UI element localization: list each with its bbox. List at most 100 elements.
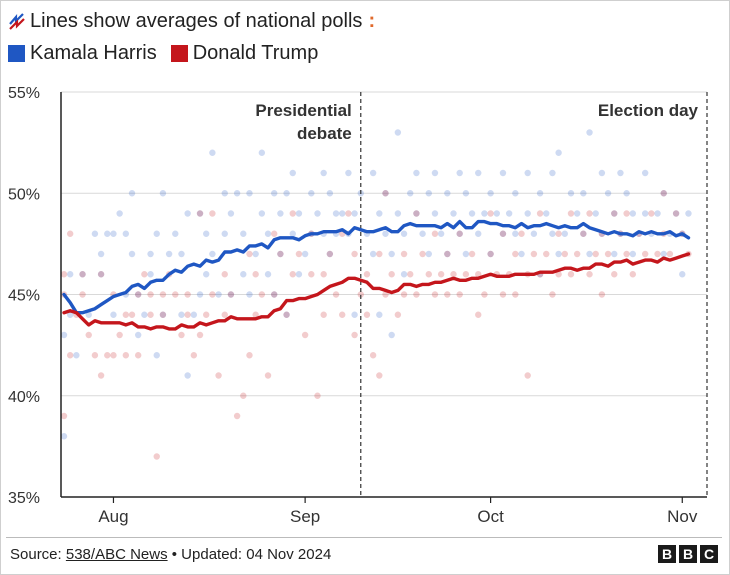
poll-dot	[654, 210, 661, 217]
y-tick-label: 55%	[8, 85, 40, 102]
poll-dot	[91, 352, 99, 359]
poll-dot	[258, 210, 266, 217]
poll-dot	[487, 210, 494, 217]
poll-dot	[141, 311, 148, 318]
poll-dot	[110, 352, 117, 359]
poll-dot	[481, 291, 488, 298]
poll-dot	[289, 169, 296, 177]
poll-dot	[573, 250, 581, 258]
poll-dot	[623, 250, 630, 258]
poll-dot	[660, 190, 667, 197]
poll-dot	[400, 291, 408, 298]
poll-dot	[437, 230, 445, 237]
poll-dot	[666, 250, 674, 258]
poll-dot	[444, 250, 451, 258]
poll-dot	[462, 190, 470, 197]
poll-dot	[339, 311, 346, 318]
poll-dot	[555, 250, 562, 258]
poll-dot	[611, 210, 618, 217]
poll-dot	[60, 331, 68, 339]
poll-dot	[110, 230, 117, 237]
poll-dot	[376, 311, 383, 318]
poll-dot	[413, 210, 420, 217]
poll-dot	[289, 230, 296, 237]
poll-dot	[79, 291, 86, 298]
poll-dot	[388, 331, 395, 339]
poll-dot	[277, 210, 284, 217]
poll-dot	[456, 230, 463, 237]
poll-dot	[97, 271, 105, 278]
poll-dot	[73, 352, 80, 359]
poll-dot	[271, 291, 278, 298]
poll-dot	[555, 271, 562, 278]
x-tick-label: Aug	[98, 507, 128, 526]
poll-dot	[339, 210, 346, 217]
poll-dot	[184, 291, 191, 298]
poll-dot	[184, 311, 191, 318]
poll-dot	[462, 250, 470, 258]
poll-dot	[382, 190, 389, 197]
poll-dot	[567, 210, 575, 217]
poll-dot	[648, 210, 655, 217]
poll-dot	[153, 352, 160, 359]
poll-dot	[308, 271, 315, 278]
y-tick-label: 45%	[8, 288, 40, 305]
legend: Kamala Harris Donald Trump	[8, 38, 375, 68]
colon-icon[interactable]: :	[368, 9, 376, 32]
poll-dot	[97, 250, 105, 258]
poll-dot	[660, 250, 667, 258]
poll-dot	[196, 210, 204, 217]
poll-dot	[289, 271, 296, 278]
poll-dot	[431, 169, 439, 177]
poll-dot	[128, 190, 136, 197]
poll-dot	[66, 352, 74, 359]
poll-dot	[524, 210, 531, 217]
poll-dot	[203, 271, 210, 278]
poll-dot	[617, 169, 624, 177]
poll-dot	[351, 250, 358, 258]
poll-dot	[159, 311, 167, 318]
poll-dot	[660, 190, 667, 197]
poll-dot	[623, 210, 630, 217]
poll-dot	[363, 311, 371, 318]
poll-dot	[240, 392, 247, 399]
bbc-logo-letter: C	[700, 545, 718, 563]
poll-dot	[672, 210, 680, 217]
poll-dot	[271, 230, 278, 237]
x-tick-label: Sep	[290, 507, 320, 526]
poll-dot	[153, 230, 160, 237]
poll-dot	[629, 250, 637, 258]
poll-dot	[475, 271, 482, 278]
legend-swatch-harris	[8, 44, 25, 62]
poll-dot	[209, 291, 216, 298]
poll-dot	[97, 271, 105, 278]
poll-dot	[499, 169, 507, 177]
poll-dot	[320, 169, 327, 177]
legend-label-harris: Kamala Harris	[30, 41, 157, 64]
poll-dot	[246, 250, 253, 258]
poll-dot	[314, 392, 321, 399]
bbc-logo: B B C	[655, 545, 718, 563]
poll-dot	[549, 230, 556, 237]
annotation-label: debate	[297, 124, 352, 143]
poll-dot	[604, 250, 612, 258]
poll-dot	[147, 250, 154, 258]
poll-dot	[320, 311, 327, 318]
poll-dot	[165, 250, 173, 258]
poll-dot	[598, 169, 606, 177]
poll-dot	[512, 190, 519, 197]
y-tick-label: 35%	[8, 490, 40, 507]
source-line: Source: 538/ABC News • Updated: 04 Nov 2…	[10, 546, 331, 563]
poll-dot	[580, 230, 587, 237]
poll-dot	[419, 250, 426, 258]
poll-dot	[394, 210, 402, 217]
poll-dot	[475, 169, 482, 177]
poll-dot	[499, 230, 507, 237]
poll-dot	[134, 331, 142, 339]
poll-dot	[277, 250, 284, 258]
poll-dot	[326, 250, 334, 258]
poll-dot	[586, 129, 593, 136]
poll-dot	[301, 250, 309, 258]
poll-dot	[580, 190, 587, 197]
source-link[interactable]: 538/ABC News	[65, 546, 168, 563]
